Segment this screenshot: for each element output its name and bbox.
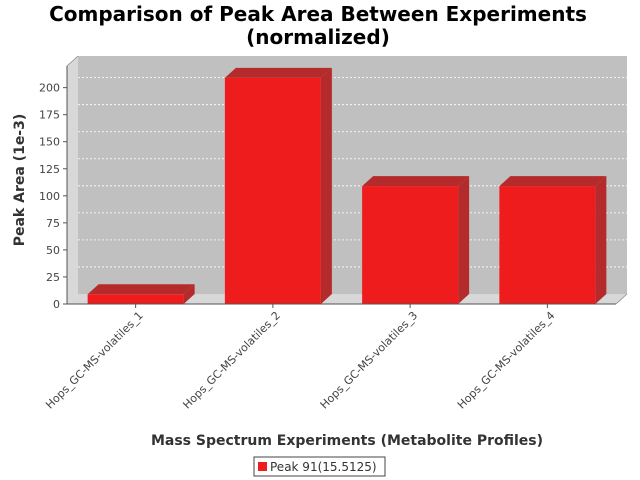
- bar-side: [183, 284, 195, 304]
- x-tick-label: Hops_GC-MS-volatiles_4: [455, 309, 558, 412]
- bar-top: [224, 67, 332, 78]
- y-tick-label: 125: [39, 163, 60, 176]
- x-tick-label: Hops_GC-MS-volatiles_3: [318, 309, 421, 412]
- bar-top: [87, 284, 195, 295]
- legend-swatch: [258, 462, 267, 471]
- x-axis-label: Mass Spectrum Experiments (Metabolite Pr…: [151, 433, 543, 449]
- plot-outline-right: [615, 293, 628, 305]
- chart-subtitle: (normalized): [246, 25, 390, 49]
- y-tick-label: 100: [39, 190, 60, 203]
- bar-front: [224, 77, 321, 305]
- y-tick-label: 0: [53, 298, 60, 311]
- bar-side: [320, 67, 332, 305]
- legend: Peak 91(15.5125): [253, 456, 386, 477]
- legend-box: [253, 456, 386, 477]
- bar-front: [87, 294, 184, 304]
- bar-side: [458, 176, 470, 304]
- bar-side: [595, 176, 607, 304]
- y-tick-label: 50: [46, 244, 60, 257]
- chart-title: Comparison of Peak Area Between Experime…: [49, 2, 587, 26]
- y-tick-label: 175: [39, 109, 60, 122]
- plot-floor: [67, 294, 627, 304]
- bar-top: [499, 176, 607, 187]
- bar-front: [362, 186, 459, 304]
- bar: [499, 176, 607, 304]
- plot-side-wall: [67, 56, 78, 304]
- y-axis-label: Peak Area (1e-3): [12, 114, 28, 247]
- y-tick-label: 200: [39, 82, 60, 95]
- bar: [362, 176, 470, 304]
- y-tick-label: 75: [46, 217, 60, 230]
- x-axis-ticks: Hops_GC-MS-volatiles_1 Hops_GC-MS-volatil…: [43, 304, 557, 411]
- legend-label: Peak 91(15.5125): [270, 460, 377, 474]
- plot-outline-left: [66, 55, 79, 67]
- bar: [87, 284, 195, 304]
- y-tick-label: 150: [39, 136, 60, 149]
- x-tick-label: Hops_GC-MS-volatiles_1: [43, 309, 146, 412]
- bar-top: [362, 176, 470, 187]
- x-tick-label: Hops_GC-MS-volatiles_2: [180, 309, 283, 412]
- y-axis-ticks: 0 25 50 75 100 125 150 175 200: [39, 82, 67, 311]
- bars: [87, 67, 607, 305]
- bar: [224, 67, 332, 305]
- bar-front: [499, 186, 596, 304]
- y-tick-label: 25: [46, 271, 60, 284]
